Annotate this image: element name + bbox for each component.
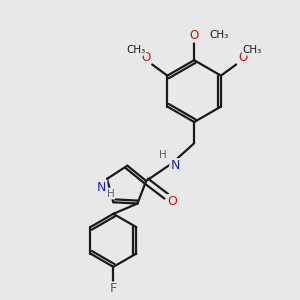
Text: F: F bbox=[110, 282, 117, 296]
Text: N: N bbox=[170, 159, 180, 172]
Text: H: H bbox=[159, 150, 167, 160]
Text: O: O bbox=[238, 52, 248, 64]
Text: O: O bbox=[168, 195, 178, 208]
Text: CH₃: CH₃ bbox=[126, 45, 146, 55]
Text: H: H bbox=[107, 189, 114, 199]
Text: O: O bbox=[190, 29, 199, 42]
Text: N: N bbox=[97, 181, 106, 194]
Text: CH₃: CH₃ bbox=[243, 45, 262, 55]
Text: O: O bbox=[141, 52, 150, 64]
Text: CH₃: CH₃ bbox=[209, 30, 229, 40]
